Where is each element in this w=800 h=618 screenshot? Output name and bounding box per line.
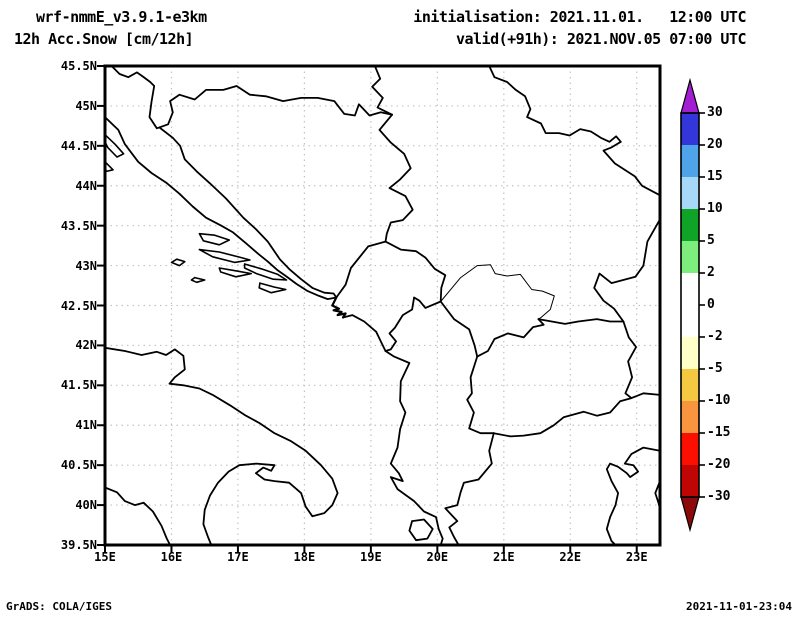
colorbar-segment [681, 369, 699, 401]
bosnia-serbia-drina-border [378, 113, 414, 243]
colorbar-tick-label: -10 [707, 393, 731, 408]
colorbar-segment [681, 401, 699, 433]
lat-tick-label: 43N [75, 258, 97, 273]
corfu-island-coast [408, 518, 434, 542]
grads-credit-label: GrADS: COLA/IGES [6, 600, 112, 613]
colorbar-tick-label: -20 [707, 457, 731, 472]
kosovo-boundary [440, 264, 555, 320]
lat-tick-label: 45N [75, 98, 97, 113]
lon-tick-label: 21E [492, 550, 515, 564]
kosovo-macedonia-border [476, 318, 545, 358]
colorbar-over-arrow [680, 77, 700, 114]
colorbar-tick-label: 10 [707, 201, 723, 216]
lon-tick-label: 15E [94, 550, 116, 564]
pag-island-coast [105, 133, 125, 158]
model-title: wrf-nmmE_v3.9.1-e3km [36, 8, 207, 26]
colorbar-tick-label: 15 [707, 169, 723, 184]
colorbar-segment [681, 465, 699, 497]
serbia-bulgaria-border [593, 218, 660, 323]
colorbar-tick-label: -2 [707, 329, 723, 344]
lat-tick-label: 41N [75, 418, 97, 433]
axis-tick-marks [97, 65, 638, 553]
lon-tick-label: 17E [227, 550, 249, 564]
macedonia-albania-border [466, 355, 495, 435]
lon-tick-label: 18E [293, 550, 316, 564]
colorbar-tick-label: -5 [707, 361, 723, 376]
colorbar-under-arrow [680, 496, 700, 533]
colorbar-segment [681, 433, 699, 465]
boka-kotorska-coast [331, 296, 347, 319]
lat-tick-label: 44.5N [60, 138, 97, 153]
colorbar-tick-label: 0 [707, 297, 715, 312]
serbia-macedonia-border [537, 318, 625, 325]
valid-time-label: valid(+91h): 2021.NOV.05 07:00 UTC [455, 30, 747, 48]
croatia-serbia-border [371, 66, 393, 116]
colorbar-tick-label: 20 [707, 137, 723, 152]
albania-coast [384, 350, 444, 545]
montenegro-coast [342, 314, 387, 352]
lat-tick-label: 41.5N [60, 378, 97, 393]
italy-adriatic-coast [105, 346, 339, 545]
product-title: 12h Acc.Snow [cm/12h] [14, 30, 194, 48]
bulgaria-greece-border [630, 392, 660, 399]
colorbar-segment [681, 273, 699, 305]
greece-thermaic-gulf-coast [605, 446, 660, 545]
bosnia-montenegro-border [335, 240, 387, 299]
lon-tick-label: 22E [559, 550, 582, 564]
vis-island-coast [170, 258, 186, 267]
lat-tick-label: 43.5N [60, 218, 97, 233]
lon-tick-label: 20E [426, 550, 449, 564]
brac-island-coast [198, 232, 231, 246]
colorbar-tick-label: -30 [707, 489, 731, 504]
colorbar-tick-label: 30 [707, 105, 723, 120]
macedonia-greece-border [492, 397, 633, 438]
colorbar-segment [681, 337, 699, 369]
macedonia-bulgaria-border [622, 320, 637, 399]
montenegro-serbia-border [384, 240, 447, 303]
lon-tick-label: 19E [360, 550, 382, 564]
colorbar-segment [681, 145, 699, 177]
lon-tick-label: 23E [625, 550, 648, 564]
lat-tick-label: 42N [75, 338, 97, 353]
lat-tick-label: 40.5N [60, 458, 97, 473]
colorbar-legend [680, 77, 705, 533]
colorbar-segment [681, 113, 699, 145]
montenegro-albania-border [384, 296, 442, 352]
creation-timestamp-label: 2021-11-01-23:04 [686, 600, 792, 613]
colorbar-tick-label: 2 [707, 265, 715, 280]
lat-tick-label: 39.5N [60, 538, 97, 552]
colorbar-tick-label: 5 [707, 233, 715, 248]
graticule-grid-lines [105, 66, 660, 545]
lat-tick-label: 44N [75, 178, 97, 193]
italy-tyrrhenian-coast [105, 486, 171, 545]
lat-tick-label: 40N [75, 498, 97, 513]
albania-kosovo-border [439, 300, 479, 358]
mljet-island-coast [258, 282, 287, 294]
colorbar-segment [681, 177, 699, 209]
lon-tick-label: 16E [160, 550, 183, 564]
colorbar-segment [681, 241, 699, 273]
initialisation-time-label: initialisation: 2021.11.01. 12:00 UTC [413, 8, 746, 26]
colorbar-segment [681, 209, 699, 241]
coastlines-and-borders [105, 66, 660, 545]
lat-tick-label: 45.5N [60, 59, 97, 73]
peljesac-peninsula-coast [243, 263, 288, 281]
colorbar-tick-label: -15 [707, 425, 731, 440]
albania-greece-border [444, 432, 495, 545]
korcula-island-coast [218, 267, 252, 278]
lat-tick-label: 42.5N [60, 298, 97, 313]
croatia-bosnia-dinaric-border [158, 126, 338, 299]
hvar-island-coast [198, 248, 251, 264]
croatia-adriatic-coast [105, 116, 338, 300]
slovenia-croatia-bosnia-nw-border [110, 66, 393, 130]
colorbar-segment [681, 305, 699, 337]
serbia-romania-danube-border [488, 66, 660, 197]
lastovo-island-coast [190, 276, 206, 284]
